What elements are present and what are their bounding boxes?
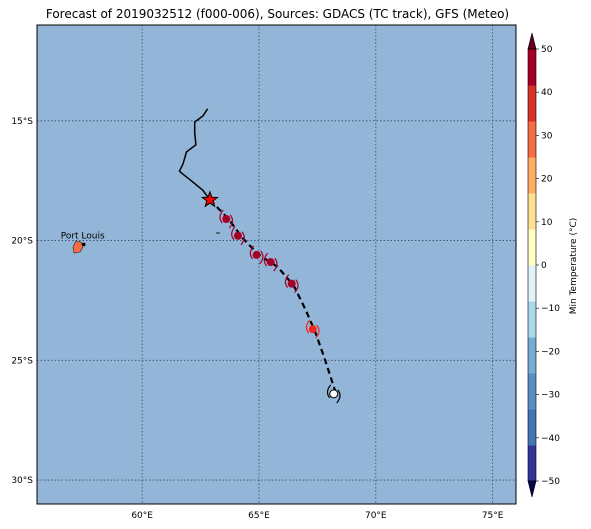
colorbar-segment [528,49,536,86]
cyclone-icon [263,252,278,272]
colorbar-segment [528,121,536,158]
tc-symbols-layer [200,190,341,404]
map-title: Forecast of 2019032512 (f000-006), Sourc… [45,7,510,21]
place-marker [81,242,86,247]
colorbar-segment [528,301,536,338]
cyclone-icon [249,245,264,265]
cyclone-arm [219,209,224,224]
colorbar-tick-label: 0 [541,261,547,271]
cyclone-arm [263,252,269,267]
cyclone-center [266,258,275,267]
cyclone-center [329,389,339,399]
colorbar-segment [528,193,536,230]
cyclone-arm [284,274,290,289]
tc-forecast-track [209,199,338,395]
lat-tick-label: 15°S [11,117,33,127]
cyclone-arm [228,214,234,229]
colorbar-segment [528,337,536,374]
colorbar-tick-label: 20 [541,175,553,185]
axis-ticks: 60°E 65°E 70°E 75°E 15°S 20°S 25°S 30°S [11,117,503,521]
cyclone-arm [240,231,245,246]
cyclone-arm [336,389,341,404]
tc-past-track [178,108,211,201]
cyclone-arm [326,384,332,399]
colorbar-segment [528,373,536,410]
lat-tick-label: 20°S [11,237,33,247]
cyclone-icon [305,319,320,339]
lon-tick-label: 75°E [482,511,504,521]
cyclone-icon [326,384,341,404]
cyclone-icon [231,226,245,246]
cyclone-icon [284,274,299,294]
cyclone-center [233,231,242,240]
tc-track-layer [178,108,338,395]
colorbar-label: Min Temperature (°C) [569,218,579,315]
place-label: Port Louis [61,231,105,241]
colorbar-segment [528,445,536,482]
colorbar-segment [528,229,536,266]
colorbar-tick-label: −20 [541,347,560,357]
colorbar-tick-label: −30 [541,391,560,401]
cyclone-center [252,250,261,259]
cyclone-arm [231,226,236,241]
mauritius-island [72,240,84,254]
lat-tick-label: 30°S [11,476,33,486]
cyclone-arm [315,324,320,339]
colorbar-tick-label: −50 [541,477,560,487]
cyclone-center [222,214,231,223]
current-position-star-icon [200,190,219,208]
lon-tick-label: 65°E [248,511,270,521]
cyclone-arm [249,245,255,260]
places-layer: Port Louis [61,231,105,247]
colorbar-extend-min [527,480,537,498]
colorbar: 50 40 30 20 10 0 −10 −20 −30 −40 −50 [527,32,560,498]
cyclone-arm [259,250,264,265]
cyclone-arm [294,279,299,294]
colorbar-tick-label: 30 [541,131,553,141]
colorbar-tick-label: 40 [541,88,553,98]
lat-tick-label: 25°S [11,356,33,366]
land-layer [72,232,220,254]
lon-tick-label: 70°E [365,511,387,521]
colorbar-tick-label: −10 [541,304,560,314]
colorbar-segment [528,157,536,194]
lon-tick-label: 60°E [131,511,153,521]
cyclone-arm [273,257,278,272]
cyclone-center [308,325,317,334]
map-frame [36,24,517,505]
cyclone-icon [219,209,234,229]
graticule [37,25,516,504]
colorbar-tick-label: −40 [541,434,560,444]
cyclone-center [287,279,296,288]
colorbar-extend-max [527,32,537,50]
colorbar-tick-label: 10 [541,218,553,228]
colorbar-segment [528,265,536,302]
colorbar-segment [528,409,536,446]
cyclone-arm [305,319,311,334]
colorbar-segment [528,85,536,122]
colorbar-tick-label: 50 [541,45,553,55]
